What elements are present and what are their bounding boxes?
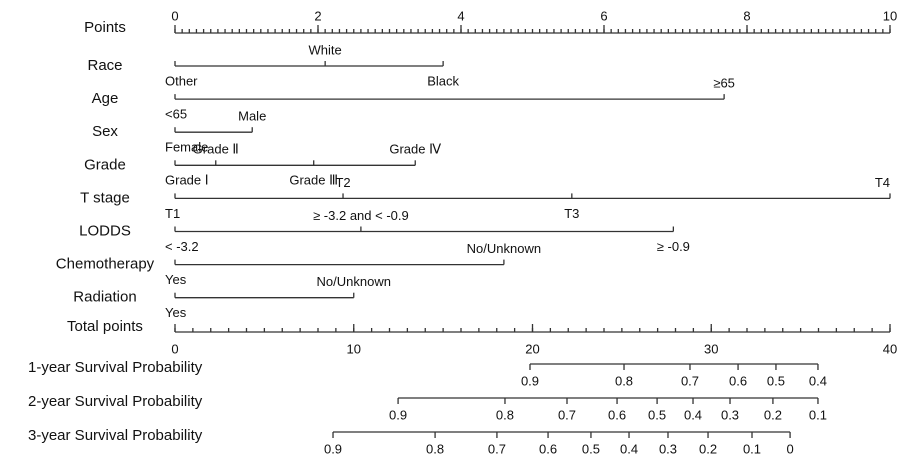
survival-label: 0.8 [426, 441, 444, 454]
level-label: ≥ -3.2 and < -0.9 [313, 208, 409, 223]
level-label: Yes [165, 272, 187, 287]
level-label: Black [427, 73, 459, 88]
row-title: 2-year Survival Probability [28, 393, 203, 410]
row-title: 1-year Survival Probability [28, 359, 203, 376]
row-title: Sex [92, 123, 118, 140]
survival-label: 0.6 [539, 441, 557, 454]
survival-label: 0.7 [558, 407, 576, 422]
tick-label: 6 [600, 8, 607, 23]
survival-label: 0.7 [681, 373, 699, 388]
level-label: Grade Ⅰ [165, 173, 209, 188]
level-label: Grade Ⅲ [289, 173, 338, 188]
survival-label: 0.2 [699, 441, 717, 454]
level-label: T2 [335, 175, 350, 190]
survival-label: 0.7 [488, 441, 506, 454]
level-label: No/Unknown [467, 241, 541, 256]
tick-label: 0 [171, 341, 178, 356]
survival-label: 0.4 [620, 441, 638, 454]
level-label: <65 [165, 107, 187, 122]
row-title: Radiation [73, 289, 136, 306]
level-label: Other [165, 73, 198, 88]
survival-label: 0.4 [809, 373, 827, 388]
survival-label: 0.9 [521, 373, 539, 388]
survival-label: 0.8 [496, 407, 514, 422]
survival-label: 0.4 [684, 407, 702, 422]
level-label: Yes [165, 305, 187, 320]
level-label: No/Unknown [317, 274, 391, 289]
level-label: < -3.2 [165, 239, 199, 254]
level-label: Female [165, 140, 208, 155]
tick-label: 10 [347, 341, 361, 356]
tick-label: 0 [171, 8, 178, 23]
tick-label: 4 [457, 8, 464, 23]
survival-label: 0.5 [648, 407, 666, 422]
tick-label: 20 [525, 341, 539, 356]
survival-label: 0.3 [721, 407, 739, 422]
row-title: LODDS [79, 222, 131, 239]
tick-label: 40 [883, 341, 897, 356]
survival-label: 0.6 [729, 373, 747, 388]
survival-label: 0.6 [608, 407, 626, 422]
row-title: Age [92, 90, 119, 107]
level-label: Grade Ⅳ [389, 142, 441, 157]
tick-label: 30 [704, 341, 718, 356]
level-label: Male [238, 109, 266, 124]
survival-label: 0.1 [809, 407, 827, 422]
row-title: Race [87, 57, 122, 74]
tick-label: 2 [314, 8, 321, 23]
level-label: ≥ -0.9 [657, 239, 690, 254]
level-label: Grade Ⅱ [193, 142, 239, 157]
survival-label: 0.1 [743, 441, 761, 454]
survival-label: 0 [786, 441, 793, 454]
survival-label: 0.9 [389, 407, 407, 422]
tick-label: 8 [743, 8, 750, 23]
level-label: T1 [165, 206, 180, 221]
level-label: T4 [875, 175, 890, 190]
row-title: Chemotherapy [56, 256, 155, 273]
row-title: 3-year Survival Probability [28, 427, 203, 444]
survival-label: 0.5 [582, 441, 600, 454]
level-label: T3 [564, 206, 579, 221]
row-title: Total points [67, 318, 143, 335]
row-title: Points [84, 19, 126, 36]
survival-label: 0.5 [767, 373, 785, 388]
survival-label: 0.3 [659, 441, 677, 454]
row-title: Grade [84, 156, 126, 173]
tick-label: 10 [883, 8, 897, 23]
level-label: ≥65 [713, 76, 735, 91]
level-label: White [309, 42, 342, 57]
survival-label: 0.8 [615, 373, 633, 388]
row-title: T stage [80, 189, 130, 206]
survival-label: 0.9 [324, 441, 342, 454]
survival-label: 0.2 [764, 407, 782, 422]
